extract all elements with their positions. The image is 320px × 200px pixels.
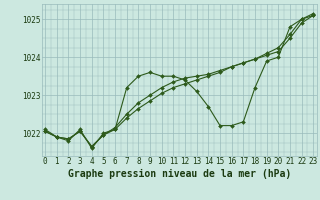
X-axis label: Graphe pression niveau de la mer (hPa): Graphe pression niveau de la mer (hPa) [68, 169, 291, 179]
